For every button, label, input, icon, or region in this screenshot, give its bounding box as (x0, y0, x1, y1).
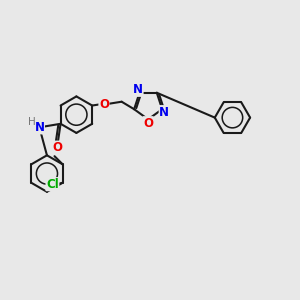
Text: Cl: Cl (46, 178, 59, 191)
Text: N: N (133, 83, 143, 96)
Text: O: O (99, 98, 109, 111)
Text: H: H (28, 117, 36, 127)
Text: O: O (52, 141, 63, 154)
Text: N: N (34, 121, 44, 134)
Text: O: O (143, 117, 153, 130)
Text: N: N (159, 106, 169, 118)
